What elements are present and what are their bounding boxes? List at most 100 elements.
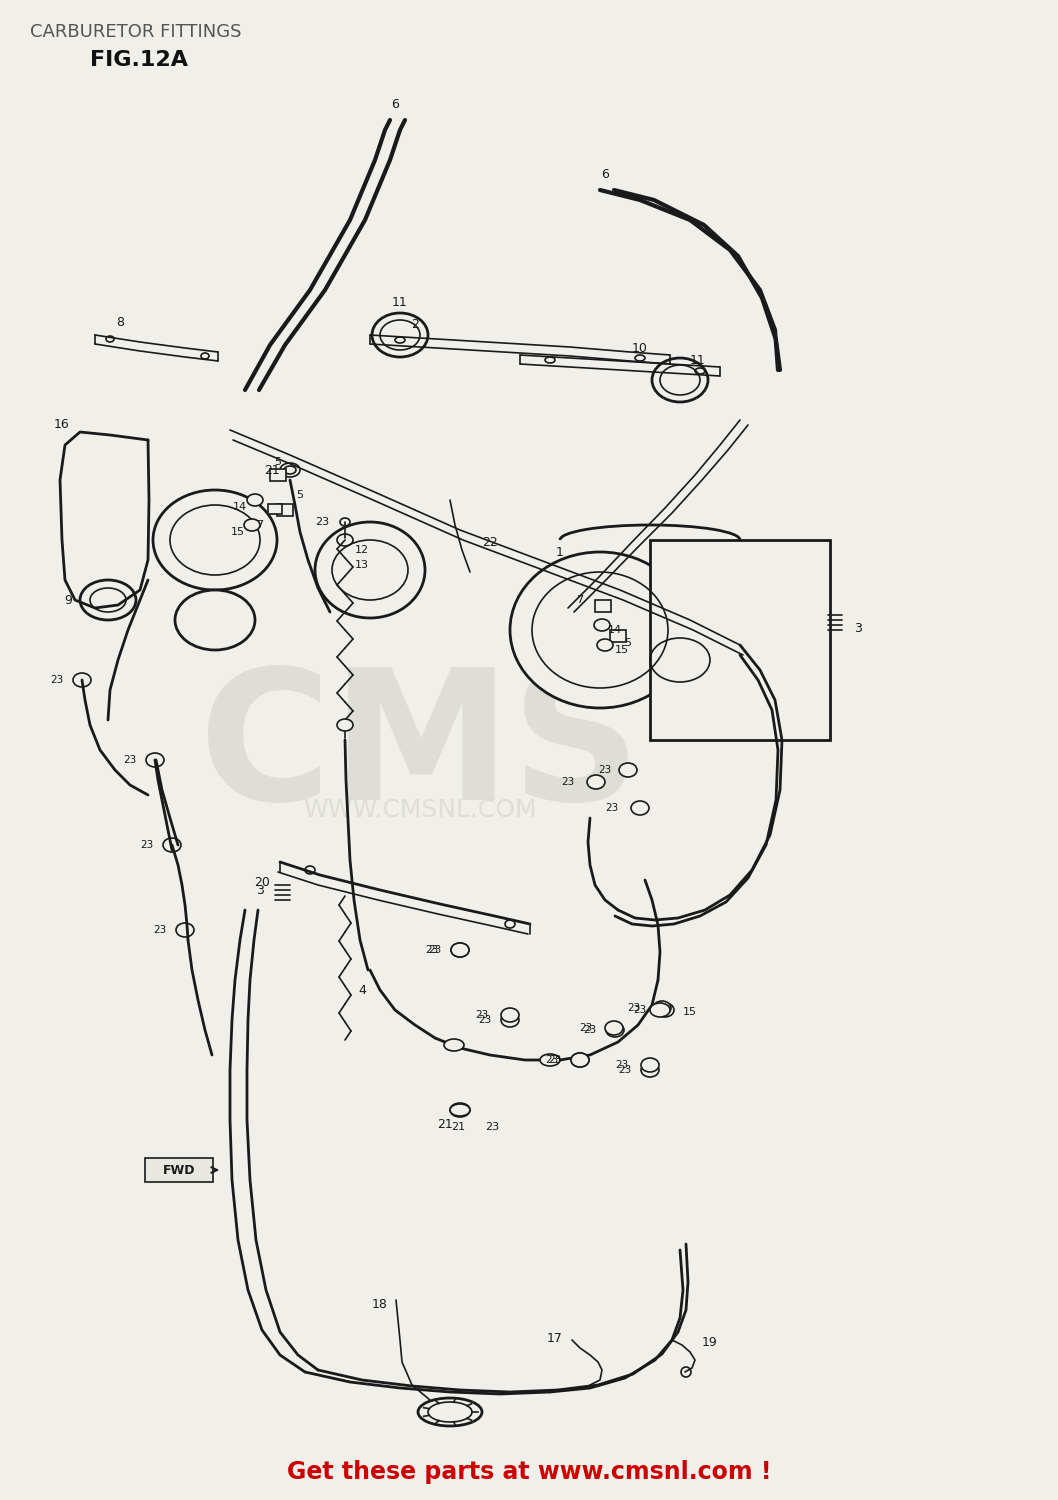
Text: 23: 23 (428, 945, 441, 956)
Ellipse shape (444, 1040, 464, 1052)
Ellipse shape (501, 1008, 519, 1022)
Ellipse shape (605, 1022, 623, 1035)
Ellipse shape (450, 1104, 470, 1116)
Text: 23: 23 (583, 1024, 597, 1035)
Text: 4: 4 (358, 984, 366, 996)
Text: 23: 23 (599, 765, 612, 776)
Text: 3: 3 (256, 884, 263, 897)
Text: 5: 5 (296, 490, 304, 500)
Text: 23: 23 (548, 1054, 562, 1065)
Bar (145, 1158, 213, 1182)
Ellipse shape (315, 522, 425, 618)
Ellipse shape (163, 839, 181, 852)
Text: 8: 8 (116, 315, 124, 328)
Text: 23: 23 (605, 802, 619, 813)
Text: 3: 3 (854, 621, 862, 634)
Ellipse shape (656, 1004, 674, 1017)
Ellipse shape (73, 674, 91, 687)
Ellipse shape (338, 718, 353, 730)
Ellipse shape (540, 1054, 560, 1066)
Bar (595, 600, 612, 612)
Text: FIG.12A: FIG.12A (90, 50, 188, 70)
Text: 23: 23 (485, 1122, 499, 1132)
Text: FWD: FWD (163, 1164, 196, 1176)
Text: 20: 20 (254, 876, 270, 888)
Bar (277, 504, 293, 516)
Text: 23: 23 (634, 1005, 646, 1016)
Ellipse shape (153, 490, 277, 590)
Text: CARBURETOR FITTINGS: CARBURETOR FITTINGS (30, 22, 241, 40)
Text: 11: 11 (393, 296, 408, 309)
Text: 23: 23 (153, 926, 166, 934)
Bar (268, 504, 282, 515)
Text: 23: 23 (627, 1004, 641, 1013)
Ellipse shape (619, 764, 637, 777)
Text: 22: 22 (482, 536, 498, 549)
Text: 23: 23 (141, 840, 153, 850)
Text: 12: 12 (354, 544, 369, 555)
Bar (610, 630, 626, 642)
Ellipse shape (631, 801, 649, 814)
Text: 21: 21 (437, 1119, 453, 1131)
Text: 6: 6 (601, 168, 609, 182)
Text: 23: 23 (124, 754, 136, 765)
Ellipse shape (594, 620, 610, 632)
Text: 23: 23 (562, 777, 574, 788)
Text: 15: 15 (615, 645, 630, 656)
Text: 23: 23 (478, 1016, 492, 1025)
Text: 14: 14 (233, 503, 248, 512)
Bar (650, 540, 829, 740)
Text: 5: 5 (274, 458, 281, 466)
Ellipse shape (176, 922, 194, 938)
Text: 1: 1 (557, 546, 564, 558)
Text: 19: 19 (703, 1335, 718, 1348)
Text: 15: 15 (683, 1007, 697, 1017)
Ellipse shape (587, 776, 605, 789)
Ellipse shape (571, 1053, 589, 1066)
Text: 11: 11 (690, 354, 706, 366)
Ellipse shape (606, 1023, 624, 1036)
Text: 21: 21 (264, 464, 280, 477)
Ellipse shape (451, 944, 469, 957)
Bar (270, 470, 286, 482)
Text: 23: 23 (51, 675, 63, 686)
Text: 14: 14 (608, 626, 622, 634)
Ellipse shape (244, 519, 260, 531)
Text: 23: 23 (475, 1010, 489, 1020)
Text: 23: 23 (425, 945, 439, 956)
Ellipse shape (501, 1013, 519, 1028)
Ellipse shape (653, 1000, 671, 1016)
Text: 23: 23 (618, 1065, 632, 1076)
Text: 16: 16 (54, 419, 70, 432)
Ellipse shape (510, 552, 690, 708)
Ellipse shape (418, 1398, 482, 1426)
Ellipse shape (451, 944, 469, 957)
Text: 15: 15 (231, 526, 245, 537)
Ellipse shape (597, 639, 613, 651)
Text: 7: 7 (256, 520, 263, 530)
Text: 23: 23 (315, 518, 329, 526)
Text: 10: 10 (632, 342, 647, 354)
Ellipse shape (247, 494, 263, 506)
Text: 7: 7 (577, 596, 584, 604)
Ellipse shape (571, 1053, 589, 1066)
Ellipse shape (146, 753, 164, 766)
Text: 2: 2 (412, 318, 419, 332)
Text: 13: 13 (355, 560, 369, 570)
Text: 18: 18 (372, 1299, 388, 1311)
Text: 23: 23 (580, 1023, 592, 1034)
Text: 23: 23 (545, 1054, 559, 1065)
Text: Get these parts at www.cmsnl.com !: Get these parts at www.cmsnl.com ! (287, 1460, 771, 1484)
Text: 21: 21 (451, 1122, 466, 1132)
Text: 6: 6 (391, 99, 399, 111)
Text: CMS: CMS (199, 662, 641, 839)
Text: 17: 17 (547, 1332, 563, 1344)
Text: 5: 5 (624, 638, 632, 648)
Ellipse shape (641, 1064, 659, 1077)
Text: WWW.CMSNL.COM: WWW.CMSNL.COM (304, 798, 536, 822)
Ellipse shape (650, 1004, 670, 1017)
Text: 9: 9 (65, 594, 72, 606)
Ellipse shape (175, 590, 255, 650)
Ellipse shape (641, 1058, 659, 1072)
Text: 23: 23 (616, 1060, 628, 1070)
